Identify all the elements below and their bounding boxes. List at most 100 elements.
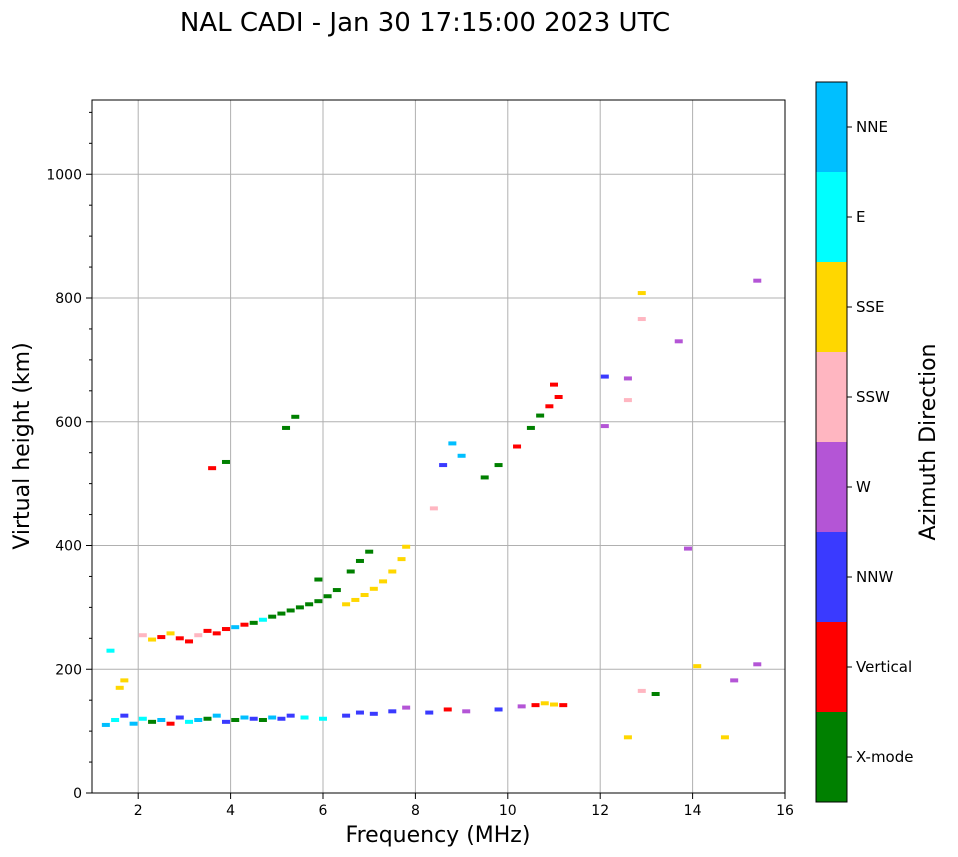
echo-point: [351, 597, 360, 602]
echo-point: [111, 717, 120, 722]
echo-point: [360, 593, 369, 597]
echo-point: [291, 414, 300, 419]
colorbar-label: Azimuth Direction: [916, 343, 941, 540]
x-tick-label: 6: [319, 803, 328, 819]
echo-point: [448, 441, 457, 446]
x-tick-label: 4: [226, 803, 235, 819]
echo-point: [115, 685, 124, 690]
colorbar-tick-label: E: [856, 208, 865, 226]
echo-point: [623, 735, 632, 740]
colorbar-tick-label: NNW: [856, 568, 893, 586]
echo-point: [457, 453, 466, 458]
echo-point: [323, 594, 332, 599]
echo-point: [148, 637, 157, 642]
y-tick-label: 400: [55, 539, 82, 555]
echo-point: [550, 382, 558, 387]
echo-point: [513, 444, 522, 449]
echo-point: [157, 635, 166, 640]
colorbar-segment: [816, 82, 847, 172]
echo-point: [429, 506, 438, 511]
echo-point: [720, 735, 729, 740]
echo-point: [231, 625, 240, 630]
x-tick-label: 16: [776, 803, 794, 819]
colorbar-tick-label: SSW: [856, 388, 890, 406]
echo-point: [623, 376, 632, 381]
echo-point: [540, 701, 549, 706]
echo-point: [531, 703, 540, 708]
echo-point: [600, 374, 609, 379]
x-axis-label: Frequency (MHz): [346, 823, 531, 848]
echo-point: [554, 395, 563, 399]
echo-point: [221, 719, 230, 724]
echo-point: [637, 688, 646, 693]
echo-point: [526, 425, 535, 430]
echo-point: [231, 717, 240, 722]
colorbar-segment: [816, 622, 847, 712]
series-f-layer-trace: [138, 382, 563, 644]
x-axis: 2 4 6 8 10 12 14 16: [134, 793, 794, 819]
colorbar-tick-label: W: [856, 478, 871, 496]
echo-point: [286, 608, 295, 613]
echo-point: [319, 716, 327, 721]
echo-point: [157, 717, 166, 722]
echo-point: [286, 713, 295, 718]
echo-point: [683, 546, 692, 551]
y-axis-label: Virtual height (km): [10, 342, 35, 549]
echo-point: [425, 710, 434, 715]
colorbar-segment: [816, 172, 847, 262]
y-axis: 0 200 400 600 800 1000: [46, 111, 92, 802]
echo-point: [249, 620, 258, 625]
echo-point: [295, 605, 304, 610]
echo-point: [166, 631, 175, 636]
echo-point: [185, 639, 194, 644]
colorbar-segment: [816, 442, 847, 532]
series-e-layer-echoes: [101, 648, 568, 727]
plot-frame: [91, 99, 786, 794]
echo-point: [314, 577, 323, 582]
x-tick-label: 14: [684, 803, 702, 819]
colorbar-segment: [816, 712, 847, 802]
echo-point: [480, 475, 489, 480]
chart-title: NAL CADI - Jan 30 17:15:00 2023 UTC: [180, 8, 670, 38]
echo-point: [258, 717, 267, 722]
echo-point: [730, 678, 739, 683]
echo-point: [494, 707, 503, 712]
echo-point: [559, 703, 568, 708]
echo-point: [212, 713, 221, 718]
echo-point: [120, 713, 129, 718]
echo-point: [148, 719, 157, 724]
echo-point: [268, 614, 277, 619]
x-tick-label: 12: [591, 803, 609, 819]
echo-point: [175, 715, 184, 720]
echo-point: [439, 463, 448, 468]
echo-point: [101, 722, 110, 727]
echo-point: [637, 317, 646, 322]
colorbar-tick-label: NNE: [856, 118, 888, 136]
y-tick-label: 200: [55, 662, 82, 678]
colorbar-segment: [816, 532, 847, 622]
echo-point: [138, 633, 147, 638]
echo-point: [369, 711, 378, 716]
echo-point: [258, 617, 267, 622]
echo-point: [314, 599, 323, 604]
echo-point: [545, 404, 554, 409]
y-tick-label: 600: [55, 415, 82, 431]
echo-point: [402, 705, 411, 710]
echo-point: [268, 715, 277, 720]
echo-point: [300, 715, 309, 720]
echo-point: [175, 636, 184, 641]
echo-point: [282, 425, 291, 430]
echo-point: [166, 721, 175, 726]
echo-point: [106, 648, 115, 653]
echo-point: [249, 716, 258, 721]
echo-point: [203, 716, 212, 721]
echo-point: [203, 628, 212, 633]
echo-point: [355, 558, 364, 563]
x-tick-label: 2: [134, 803, 143, 819]
colorbar-tick-label: X-mode: [856, 748, 913, 766]
echo-point: [138, 716, 147, 721]
x-tick-label: 10: [499, 803, 517, 819]
echo-point: [462, 709, 471, 714]
echo-point: [388, 709, 397, 714]
echo-point: [517, 704, 526, 709]
